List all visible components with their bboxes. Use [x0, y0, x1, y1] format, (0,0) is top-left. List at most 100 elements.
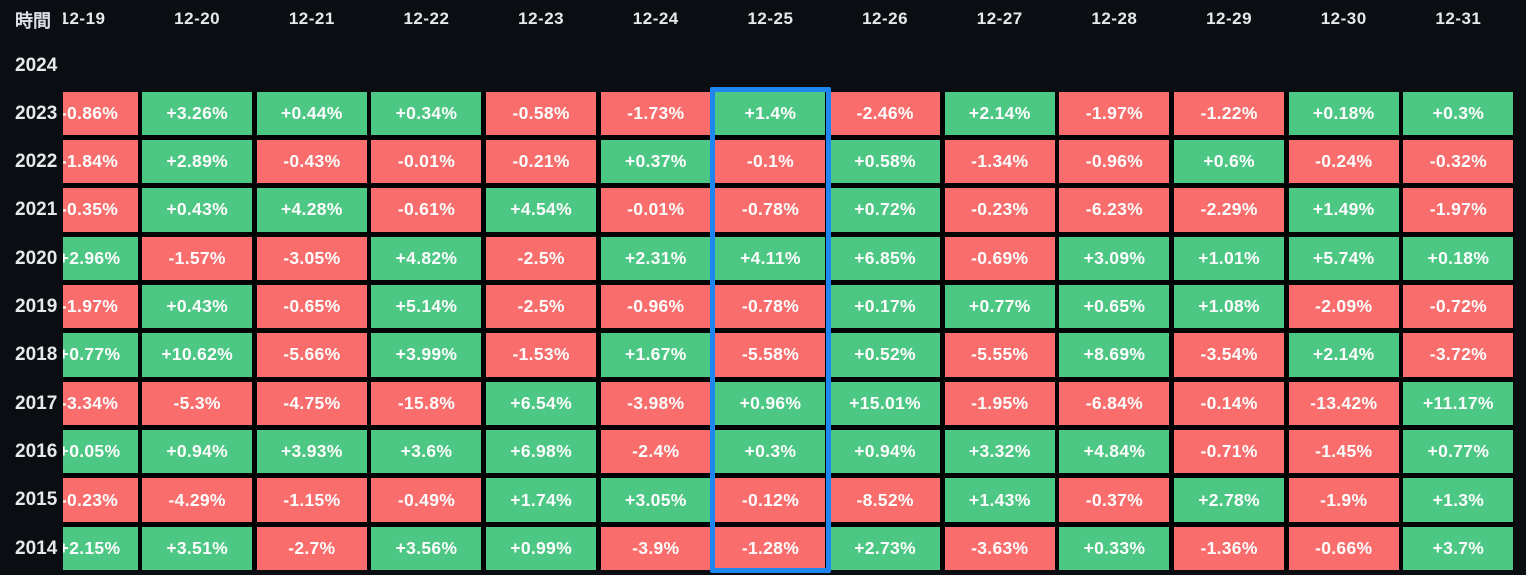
heatmap-cell[interactable]: +2.31% [600, 236, 711, 281]
heatmap-cell[interactable]: -0.32% [1403, 139, 1514, 184]
heatmap-cell[interactable]: -0.72% [1403, 284, 1514, 329]
heatmap-cell[interactable]: -3.98% [600, 381, 711, 426]
heatmap-cell[interactable]: -0.12% [715, 478, 826, 522]
heatmap-cell[interactable]: +10.62% [142, 333, 253, 377]
heatmap-cell[interactable]: +3.26% [142, 91, 253, 135]
date-header-12-29[interactable]: 12-29 [1206, 9, 1253, 28]
heatmap-cell[interactable]: -0.65% [256, 284, 367, 329]
heatmap-cell[interactable]: +8.69% [1059, 333, 1170, 377]
heatmap-cell[interactable]: -2.46% [830, 91, 941, 135]
heatmap-cell[interactable]: -5.58% [715, 333, 826, 377]
heatmap-cell[interactable]: -1.9% [1288, 478, 1399, 522]
heatmap-cell[interactable]: +3.7% [1403, 526, 1514, 571]
heatmap-cell[interactable]: -2.29% [1174, 188, 1285, 232]
heatmap-cell[interactable]: +1.3% [1403, 478, 1514, 522]
date-header-12-24[interactable]: 12-24 [632, 9, 679, 28]
heatmap-cell[interactable]: -1.34% [944, 139, 1055, 184]
heatmap-cell[interactable]: -1.95% [944, 381, 1055, 426]
heatmap-cell[interactable]: -2.7% [256, 526, 367, 571]
heatmap-cell[interactable]: +6.54% [486, 381, 597, 426]
heatmap-cell[interactable]: +4.11% [715, 236, 826, 281]
heatmap-cell[interactable]: -13.42% [1288, 381, 1399, 426]
heatmap-cell[interactable]: -0.14% [1174, 381, 1285, 426]
heatmap-cell[interactable]: +1.43% [944, 478, 1055, 522]
heatmap-cell[interactable]: -1.73% [600, 91, 711, 135]
heatmap-cell[interactable]: -1.57% [142, 236, 253, 281]
heatmap-cell[interactable]: +2.73% [830, 526, 941, 571]
heatmap-cell[interactable]: +3.51% [142, 526, 253, 571]
heatmap-cell[interactable]: -3.05% [256, 236, 367, 281]
heatmap-cell[interactable]: -2.5% [486, 236, 597, 281]
heatmap-cell[interactable]: +2.78% [1174, 478, 1285, 522]
date-header-12-27[interactable]: 12-27 [976, 9, 1023, 28]
date-header-12-23[interactable]: 12-23 [518, 9, 565, 28]
heatmap-cell[interactable]: -0.01% [600, 188, 711, 232]
heatmap-cell[interactable]: -1.15% [256, 478, 367, 522]
heatmap-cell[interactable]: +4.82% [371, 236, 482, 281]
date-header-12-26[interactable]: 12-26 [862, 9, 909, 28]
date-header-12-28[interactable]: 12-28 [1091, 9, 1138, 28]
heatmap-cell[interactable]: -0.71% [1174, 429, 1285, 474]
heatmap-cell[interactable]: +3.56% [371, 526, 482, 571]
heatmap-cell[interactable]: +6.98% [486, 429, 597, 474]
heatmap-cell[interactable]: -5.66% [256, 333, 367, 377]
heatmap-cell[interactable]: -2.4% [600, 429, 711, 474]
heatmap-cell[interactable]: -3.63% [944, 526, 1055, 571]
heatmap-cell[interactable]: -0.21% [486, 139, 597, 184]
heatmap-cell[interactable]: -0.69% [944, 236, 1055, 281]
heatmap-cell[interactable]: +5.14% [371, 284, 482, 329]
date-header-12-25[interactable]: 12-25 [747, 9, 794, 28]
date-header-12-31[interactable]: 12-31 [1435, 9, 1482, 28]
heatmap-cell[interactable]: +0.52% [830, 333, 941, 377]
heatmap-cell[interactable]: -3.9% [600, 526, 711, 571]
heatmap-cell[interactable]: +4.84% [1059, 429, 1170, 474]
heatmap-cell[interactable]: -2.5% [486, 284, 597, 329]
date-header-12-22[interactable]: 12-22 [403, 9, 450, 28]
heatmap-cell[interactable]: -0.58% [486, 91, 597, 135]
heatmap-cell[interactable]: +0.17% [830, 284, 941, 329]
heatmap-cell[interactable]: -0.23% [944, 188, 1055, 232]
heatmap-cell[interactable]: -0.61% [371, 188, 482, 232]
heatmap-cell[interactable]: -0.1% [715, 139, 826, 184]
heatmap-cell[interactable]: -0.24% [1288, 139, 1399, 184]
heatmap-cell[interactable]: +0.43% [142, 188, 253, 232]
heatmap-cell[interactable]: +1.49% [1288, 188, 1399, 232]
heatmap-cell[interactable]: -0.43% [256, 139, 367, 184]
heatmap-cell[interactable]: -2.09% [1288, 284, 1399, 329]
heatmap-cell[interactable]: -0.96% [600, 284, 711, 329]
heatmap-cell[interactable]: -0.37% [1059, 478, 1170, 522]
heatmap-cell[interactable]: -1.36% [1174, 526, 1285, 571]
heatmap-cell[interactable]: -8.52% [830, 478, 941, 522]
date-header-12-30[interactable]: 12-30 [1320, 9, 1367, 28]
heatmap-cell[interactable]: +0.94% [142, 429, 253, 474]
heatmap-cell[interactable]: +0.6% [1174, 139, 1285, 184]
heatmap-cell[interactable]: +0.94% [830, 429, 941, 474]
heatmap-cell[interactable]: -1.45% [1288, 429, 1399, 474]
heatmap-cell[interactable]: -0.49% [371, 478, 482, 522]
date-header-12-19[interactable]: 12-19 [59, 9, 106, 28]
heatmap-cell[interactable]: +15.01% [830, 381, 941, 426]
date-header-12-20[interactable]: 12-20 [174, 9, 221, 28]
heatmap-cell[interactable]: +0.43% [142, 284, 253, 329]
heatmap-cell[interactable]: -5.55% [944, 333, 1055, 377]
heatmap-cell[interactable]: -1.97% [1059, 91, 1170, 135]
heatmap-cell[interactable]: +0.3% [715, 429, 826, 474]
heatmap-cell[interactable]: +1.4% [715, 91, 826, 135]
heatmap-cell[interactable]: +0.65% [1059, 284, 1170, 329]
heatmap-cell[interactable]: -6.23% [1059, 188, 1170, 232]
heatmap-cell[interactable]: +0.44% [256, 91, 367, 135]
heatmap-cell[interactable]: +5.74% [1288, 236, 1399, 281]
heatmap-cell[interactable]: -0.66% [1288, 526, 1399, 571]
heatmap-cell[interactable]: -3.54% [1174, 333, 1285, 377]
heatmap-cell[interactable]: -0.78% [715, 284, 826, 329]
date-header-12-21[interactable]: 12-21 [288, 9, 335, 28]
heatmap-cell[interactable]: +0.99% [486, 526, 597, 571]
heatmap-cell[interactable]: +3.93% [256, 429, 367, 474]
heatmap-cell[interactable]: +0.34% [371, 91, 482, 135]
heatmap-cell[interactable]: -6.84% [1059, 381, 1170, 426]
heatmap-cell[interactable]: +0.18% [1403, 236, 1514, 281]
heatmap-cell[interactable]: +0.77% [944, 284, 1055, 329]
heatmap-cell[interactable]: +2.14% [944, 91, 1055, 135]
heatmap-cell[interactable]: +11.17% [1403, 381, 1514, 426]
heatmap-cell[interactable]: -0.78% [715, 188, 826, 232]
